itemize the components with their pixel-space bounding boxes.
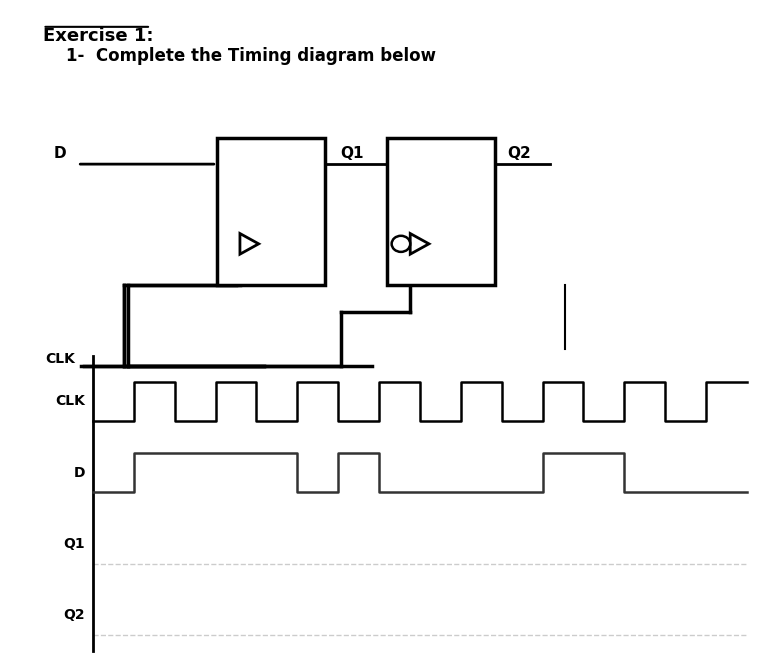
Text: Q2: Q2	[63, 608, 85, 622]
Text: 1-  Complete the Timing diagram below: 1- Complete the Timing diagram below	[66, 47, 436, 65]
Text: Q2: Q2	[507, 146, 531, 161]
Text: Exercise 1:: Exercise 1:	[43, 27, 153, 45]
Circle shape	[392, 236, 410, 252]
Text: D: D	[74, 466, 85, 480]
Text: Q1: Q1	[63, 537, 85, 551]
Text: Q1: Q1	[341, 146, 364, 161]
Text: D: D	[53, 146, 66, 161]
Bar	[217, 138, 325, 285]
Text: CLK: CLK	[45, 352, 75, 366]
Text: CLK: CLK	[55, 395, 85, 409]
Bar	[387, 138, 495, 285]
